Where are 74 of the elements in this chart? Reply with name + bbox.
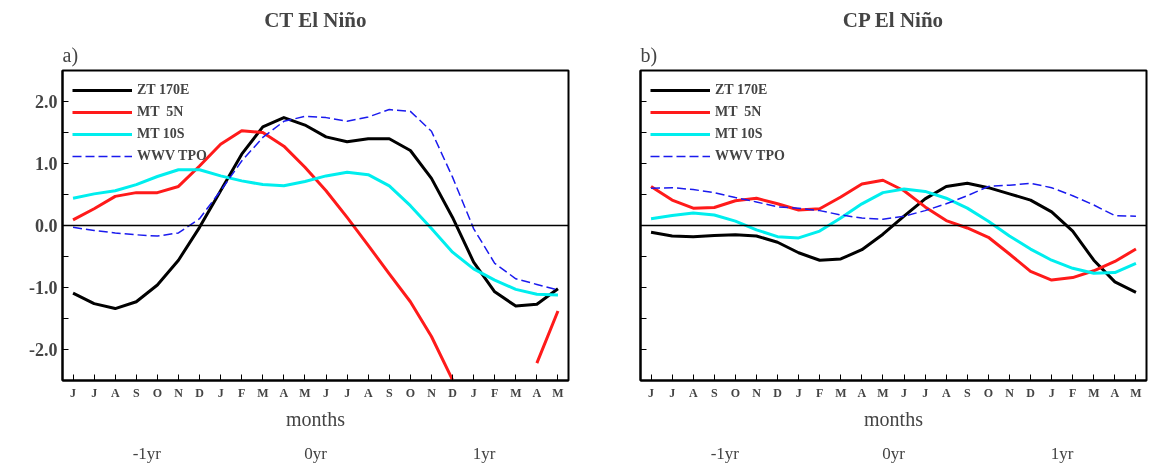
legend-label: WWV TPO: [137, 148, 207, 164]
chart-title: CT El Niño: [264, 7, 367, 32]
x-tick-label: J: [344, 385, 351, 400]
x-tick-label: M: [835, 385, 847, 400]
x-tick-label: O: [152, 385, 163, 400]
x-tick-label: J: [91, 385, 98, 400]
x-tick-label: S: [132, 385, 140, 400]
x-tick-label: J: [323, 385, 330, 400]
legend-label: MT 5N: [137, 104, 184, 120]
x-tick-label: N: [1005, 385, 1015, 400]
x-tick-label: J: [1048, 385, 1055, 400]
x-tick-label: M: [299, 385, 311, 400]
x-tick-label: D: [448, 385, 458, 400]
text: 1yr: [472, 443, 496, 463]
y-tick-label: -1.0: [29, 278, 58, 298]
chart-title: CP El Niño: [842, 7, 944, 32]
text: 1yr: [1050, 443, 1074, 463]
x-tick-label: F: [238, 385, 246, 400]
legend-label: WWV TPO: [715, 148, 785, 164]
x-tick-label: D: [773, 385, 783, 400]
x-tick-label: A: [279, 385, 289, 400]
x-axis-title: months: [286, 407, 346, 430]
x-tick-label: D: [195, 385, 205, 400]
x-tick-label: M: [510, 385, 522, 400]
line-series: [71, 168, 560, 297]
x-tick-label: A: [110, 385, 120, 400]
x-tick-label: J: [901, 385, 908, 400]
x-tick-label: A: [857, 385, 867, 400]
x-tick-label: M: [877, 385, 889, 400]
text: -1yr: [132, 443, 162, 463]
text: a): [62, 43, 79, 67]
text: 0yr: [882, 443, 906, 463]
y-tick-label: -2.0: [29, 340, 58, 360]
x-tick-label: M: [1130, 385, 1142, 400]
x-tick-label: M: [257, 385, 269, 400]
x-tick-label: O: [405, 385, 416, 400]
x-tick-label: N: [174, 385, 184, 400]
x-tick-label: J: [217, 385, 224, 400]
y-tick-label: 1.0: [35, 154, 58, 174]
x-tick-label: N: [427, 385, 437, 400]
x-tick-label: A: [363, 385, 373, 400]
x-tick-label: J: [669, 385, 676, 400]
x-tick-label: M: [1088, 385, 1100, 400]
legend-label: ZT 170E: [137, 82, 190, 98]
x-tick-label: D: [1026, 385, 1036, 400]
legend-label: ZT 170E: [715, 82, 768, 98]
x-tick-label: A: [688, 385, 698, 400]
text: b): [640, 43, 658, 67]
x-tick-label: J: [795, 385, 802, 400]
x-tick-label: F: [1069, 385, 1077, 400]
x-tick-label: S: [710, 385, 718, 400]
text: -1yr: [710, 443, 740, 463]
x-tick-label: A: [532, 385, 542, 400]
legend-label: MT 5N: [715, 104, 762, 120]
x-tick-label: S: [385, 385, 393, 400]
x-tick-label: J: [648, 385, 655, 400]
legend-label: MT 10S: [137, 126, 185, 142]
y-tick-label: 2.0: [35, 92, 58, 112]
text: 0yr: [304, 443, 328, 463]
x-tick-label: F: [491, 385, 499, 400]
y-tick-label: 0.0: [35, 216, 58, 236]
x-tick-label: A: [941, 385, 951, 400]
x-tick-label: J: [470, 385, 477, 400]
legend-label: MT 10S: [715, 126, 763, 142]
x-tick-label: O: [730, 385, 741, 400]
x-tick-label: O: [983, 385, 994, 400]
x-axis-title: months: [864, 407, 924, 430]
x-tick-label: S: [963, 385, 971, 400]
x-tick-label: J: [922, 385, 929, 400]
x-tick-label: N: [752, 385, 762, 400]
x-tick-label: J: [70, 385, 77, 400]
x-tick-label: M: [552, 385, 564, 400]
x-tick-label: A: [1110, 385, 1120, 400]
x-tick-label: F: [816, 385, 824, 400]
